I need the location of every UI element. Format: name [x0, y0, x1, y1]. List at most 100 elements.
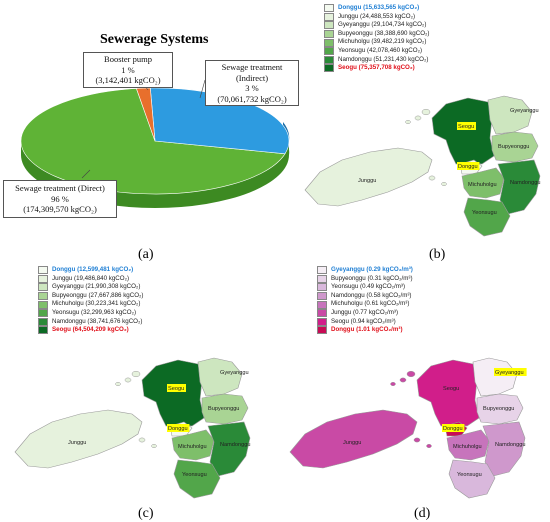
label-highlight [457, 122, 476, 130]
pie-slice-indirect [149, 87, 290, 155]
callout-booster: Booster pump 1 % (3,142,401 kgCO₂) [83, 52, 173, 88]
label-highlight [494, 368, 527, 376]
district-seogu [416, 359, 480, 427]
legend-d: Gyeyanggu (0.29 kgCO₂/m³) Bupyeonggu (0.3… [317, 266, 413, 335]
legend-item: Bupyeonggu (0.31 kgCO₂/m³) [317, 275, 413, 284]
panel-d: Gyeyanggu (0.29 kgCO₂/m³) Bupyeonggu (0.3… [275, 262, 550, 522]
pie-slice-booster [135, 87, 156, 142]
legend-swatch [317, 266, 327, 275]
legend-swatch [317, 309, 327, 318]
district-namdonggu [482, 421, 526, 477]
legend-item: Gyeyanggu (0.29 kgCO₂/m³) [317, 266, 413, 275]
district-label-bupyeonggu: Bupyeonggu [208, 406, 239, 412]
island [399, 377, 407, 383]
district-bupyeonggu [201, 393, 249, 425]
label-highlight [457, 162, 480, 170]
legend-item: Junggu (24,488,553 kgCO₂) [324, 13, 430, 22]
pie-slice-direct [20, 88, 286, 195]
legend-swatch [38, 292, 48, 301]
legend-swatch [317, 326, 327, 335]
island [441, 182, 447, 186]
legend-swatch [317, 292, 327, 301]
legend-label: Yeonsugu (32,299,963 kgCO₂) [52, 308, 137, 316]
district-gyeyanggu [487, 95, 533, 135]
island [413, 437, 421, 443]
legend-item: Michuholgu (0.61 kgCO₂/m³) [317, 300, 413, 309]
legend-swatch [324, 55, 334, 64]
district-label-seogu: Seogu [443, 386, 459, 392]
district-namdonggu [497, 159, 541, 215]
label-highlight [442, 424, 465, 432]
island [390, 382, 396, 386]
district-label-michuholgu: Michuholgu [468, 182, 497, 188]
legend-item: Gyeyanggu (29,104,734 kgCO₂) [324, 21, 430, 30]
map-c: Junggu Seogu Gyeyanggu Bupyeonggu Donggu Mich… [14, 357, 250, 499]
panel-a: Sewerage Systems Booster pump 1 % (3,142… [0, 0, 300, 262]
legend-c: Donggu (12,599,481 kgCO₂) Junggu (19,486,… [38, 266, 144, 335]
district-gyeyanggu [197, 357, 243, 397]
district-label-junggu: Junggu [343, 440, 361, 446]
legend-swatch [38, 266, 48, 275]
legend-item: Yeonsugu (32,299,963 kgCO₂) [38, 309, 144, 318]
legend-swatch [317, 274, 327, 283]
legend-item: Namdonggu (38,741,676 kgCO₂) [38, 318, 144, 327]
panel-label-d: (d) [414, 506, 431, 521]
legend-b: Donggu (15,633,565 kgCO₂) Junggu (24,488,… [324, 4, 430, 73]
legend-item: Junggu (0.77 kgCO₂/m³) [317, 309, 413, 318]
district-label-donggu: Donggu [168, 426, 188, 432]
legend-label: Seogu (75,357,708 kgCO₂) [338, 64, 415, 72]
district-yeonsugu [448, 459, 496, 499]
district-label-bupyeonggu: Bupyeonggu [498, 144, 529, 150]
legend-swatch [38, 283, 48, 292]
legend-item: Seogu (75,357,708 kgCO₂) [324, 64, 430, 73]
legend-swatch [324, 4, 334, 13]
district-gyeyanggu [472, 357, 518, 397]
island [405, 120, 411, 124]
district-seogu [431, 97, 495, 165]
district-michuholgu [461, 167, 505, 199]
district-label-bupyeonggu: Bupyeonggu [483, 406, 514, 412]
legend-label: Seogu (0.94 kgCO₂/m³) [331, 317, 396, 325]
island [428, 175, 436, 181]
legend-label: Namdonggu (38,741,676 kgCO₂) [52, 317, 143, 325]
district-label-gyeyanggu: Gyeyanggu [495, 370, 524, 376]
legend-label: Namdonggu (0.58 kgCO₂/m³) [331, 291, 412, 299]
legend-label: Michuholgu (39,482,219 kgCO₂) [338, 38, 427, 46]
legend-label: Gyeyanggu (21,990,308 kgCO₂) [52, 283, 141, 291]
district-label-yeonsugu: Yeonsugu [472, 210, 497, 216]
legend-item: Bupyeonggu (27,667,886 kgCO₂) [38, 292, 144, 301]
district-label-yeonsugu: Yeonsugu [457, 472, 482, 478]
district-michuholgu [446, 429, 490, 461]
district-label-donggu: Donggu [458, 164, 478, 170]
legend-item: Donggu (15,633,565 kgCO₂) [324, 4, 430, 13]
legend-label: Michuholgu (30,223,341 kgCO₂) [52, 300, 141, 308]
district-yeonsugu [463, 197, 511, 237]
district-label-donggu: Donggu [443, 426, 463, 432]
district-label-junggu: Junggu [68, 440, 86, 446]
district-junggu [304, 147, 433, 207]
district-junggu [289, 409, 418, 469]
legend-item: Michuholgu (30,223,341 kgCO₂) [38, 300, 144, 309]
island [151, 444, 157, 448]
legend-swatch [38, 317, 48, 326]
legend-label: Bupyeonggu (27,667,886 kgCO₂) [52, 291, 144, 299]
panel-label-c: (c) [138, 506, 154, 521]
legend-label: Bupyeonggu (38,388,690 kgCO₂) [338, 29, 430, 37]
legend-item: Namdonggu (0.58 kgCO₂/m³) [317, 292, 413, 301]
panel-b: Donggu (15,633,565 kgCO₂) Junggu (24,488,… [300, 0, 550, 262]
legend-label: Yeonsugu (0.49 kgCO₂/m³) [331, 283, 406, 291]
district-michuholgu [171, 429, 215, 461]
map-b: Junggu Seogu Gyeyanggu Bupyeonggu Donggu Mich… [304, 95, 541, 237]
legend-label: Junggu (24,488,553 kgCO₂) [338, 12, 416, 20]
legend-swatch [324, 38, 334, 47]
district-yeonsugu [173, 459, 221, 499]
pie-chart [20, 77, 290, 208]
island [426, 444, 432, 448]
legend-item: Bupyeonggu (38,388,690 kgCO₂) [324, 30, 430, 39]
island [406, 370, 416, 378]
callout-direct: Sewage treatment (Direct) 96 % (174,309,… [3, 180, 117, 218]
legend-swatch [324, 47, 334, 56]
callout-indirect: Sewage treatment (Indirect) 3 % (70,061,… [205, 60, 299, 106]
legend-item: Yeonsugu (0.49 kgCO₂/m³) [317, 283, 413, 292]
legend-item: Junggu (19,486,840 kgCO₂) [38, 275, 144, 284]
